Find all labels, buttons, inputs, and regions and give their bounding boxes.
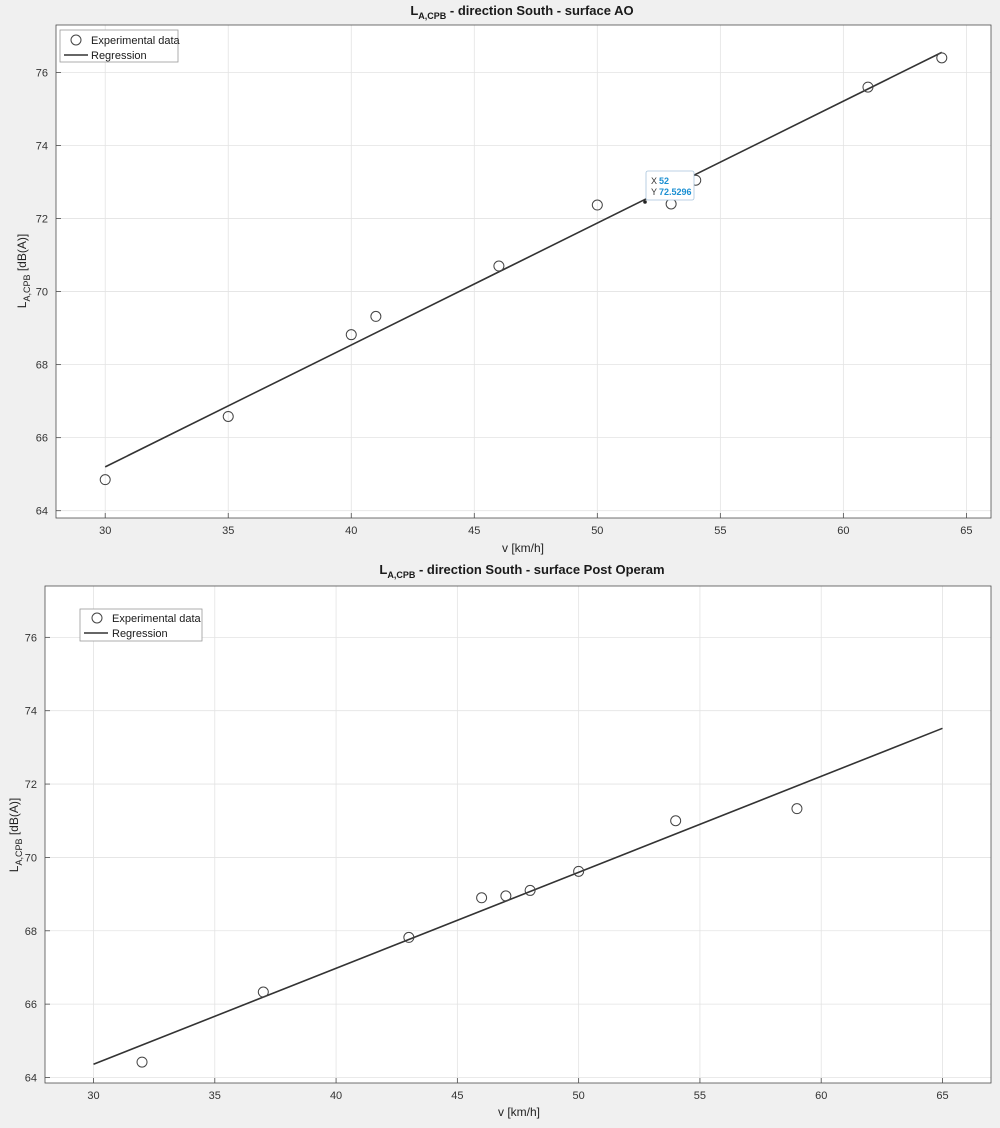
data-point[interactable]	[936, 52, 948, 64]
x-tick-label: 35	[209, 1090, 221, 1102]
legend-entry-regression: Regression	[91, 50, 147, 62]
data-point[interactable]	[791, 803, 803, 815]
y-tick-label: 66	[25, 999, 37, 1011]
datatip-x-key: X	[651, 176, 657, 186]
axes-box	[55, 24, 992, 519]
x-tick-label: 40	[345, 525, 357, 537]
chart-title: LA,CPB - direction South - surface AO	[410, 3, 633, 21]
data-point[interactable]	[500, 890, 512, 902]
y-tick-label: 72	[25, 779, 37, 791]
regression-line-layer	[93, 727, 943, 1066]
chart-bottom: LA,CPB - direction South - surface Post …	[7, 562, 992, 1119]
x-tick-label: 50	[573, 1090, 585, 1102]
chart-title: LA,CPB - direction South - surface Post …	[379, 562, 664, 580]
data-point[interactable]	[524, 884, 536, 896]
data-point[interactable]	[862, 81, 874, 93]
regression-line	[104, 51, 943, 468]
x-tick-label: 30	[99, 525, 111, 537]
data-point[interactable]	[345, 329, 357, 341]
y-tick-label: 74	[25, 706, 37, 718]
data-point[interactable]	[257, 986, 269, 998]
datatip-y-key: Y	[651, 187, 657, 197]
x-tick-label: 65	[936, 1090, 948, 1102]
x-tick-label: 60	[837, 525, 849, 537]
data-points	[99, 52, 948, 486]
grid	[45, 586, 991, 1083]
legend: Experimental data Regression	[79, 608, 203, 642]
legend-entry-experimental: Experimental data	[91, 35, 181, 47]
legend-box	[59, 29, 179, 63]
y-tick-label: 72	[36, 214, 48, 226]
x-tick-label: 30	[87, 1090, 99, 1102]
data-points	[136, 803, 803, 1068]
x-tick-label: 55	[694, 1090, 706, 1102]
ticks: 30 35 40 45 50 55 60 65 64 66 68 70 72 74 76	[25, 632, 949, 1102]
datatip-box	[645, 170, 695, 201]
datatip[interactable]: X 52 Y 72.5296	[643, 170, 695, 204]
x-axis-label: v [km/h]	[502, 541, 544, 555]
datatip-anchor	[643, 200, 647, 204]
ticks: 30 35 40 45 50 55 60 65 64 66 68 70 72 74 76	[36, 67, 973, 537]
y-tick-label: 76	[36, 67, 48, 79]
data-point[interactable]	[222, 410, 234, 422]
x-tick-label: 65	[960, 525, 972, 537]
data-point[interactable]	[136, 1056, 148, 1068]
data-point[interactable]	[370, 310, 382, 322]
y-tick-label: 74	[36, 141, 48, 153]
y-tick-label: 66	[36, 433, 48, 445]
regression-line	[93, 727, 943, 1066]
grid	[56, 25, 991, 518]
data-point[interactable]	[493, 260, 505, 272]
x-tick-label: 55	[714, 525, 726, 537]
y-tick-label: 64	[25, 1072, 37, 1084]
y-tick-label: 68	[36, 360, 48, 372]
x-tick-label: 45	[451, 1090, 463, 1102]
x-tick-label: 60	[815, 1090, 827, 1102]
data-point[interactable]	[99, 474, 111, 486]
data-point[interactable]	[591, 199, 603, 211]
x-tick-label: 45	[468, 525, 480, 537]
legend-entry-experimental: Experimental data	[112, 613, 202, 625]
data-point[interactable]	[573, 865, 585, 877]
datatip-y-value: 72.5296	[659, 187, 692, 197]
chart-top: LA,CPB - direction South - surface AO 30…	[15, 3, 992, 555]
legend: Experimental data Regression	[59, 29, 181, 63]
regression-line-layer	[104, 51, 943, 468]
datatip-x-value: 52	[659, 176, 669, 186]
legend-marker-circle-icon	[70, 34, 82, 46]
y-axis-label: LA,CPB [dB(A)]	[7, 798, 24, 872]
y-tick-label: 68	[25, 926, 37, 938]
legend-entry-regression: Regression	[112, 628, 168, 640]
plot-area	[56, 25, 991, 518]
y-tick-label: 70	[25, 852, 37, 864]
x-axis-label: v [km/h]	[498, 1105, 540, 1119]
data-point[interactable]	[403, 931, 415, 943]
y-tick-label: 76	[25, 632, 37, 644]
x-tick-label: 35	[222, 525, 234, 537]
data-point[interactable]	[670, 815, 682, 827]
legend-marker-circle-icon	[91, 612, 103, 624]
x-tick-label: 50	[591, 525, 603, 537]
plot-area	[45, 586, 991, 1083]
y-tick-label: 64	[36, 506, 48, 518]
y-axis-label: LA,CPB [dB(A)]	[15, 234, 32, 308]
data-point[interactable]	[476, 892, 488, 904]
y-tick-label: 70	[36, 287, 48, 299]
x-tick-label: 40	[330, 1090, 342, 1102]
axes-box	[44, 585, 992, 1084]
